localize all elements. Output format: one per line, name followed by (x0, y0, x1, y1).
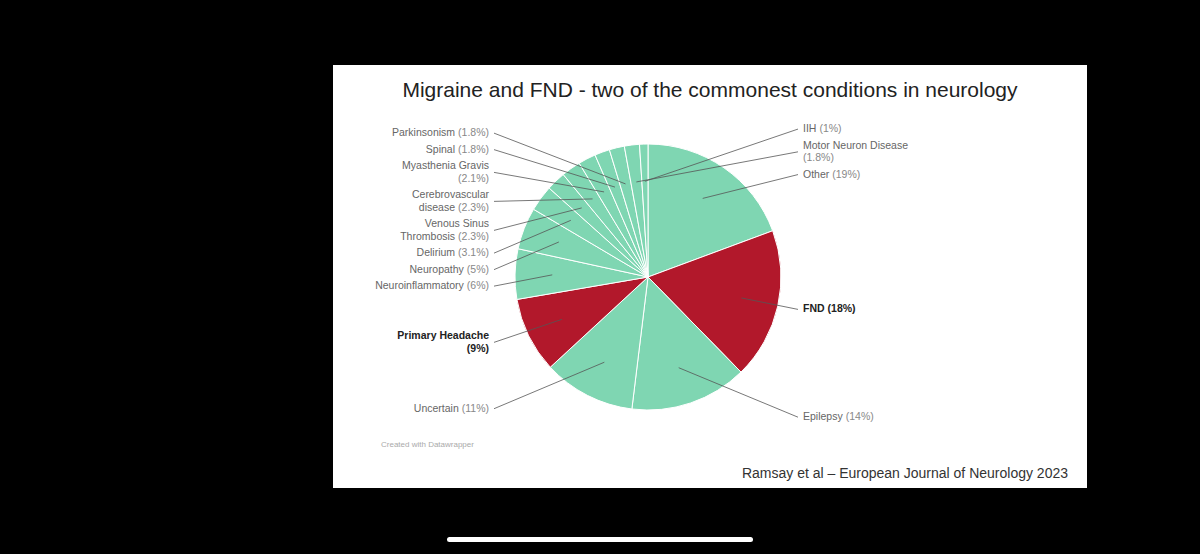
value-label: (2.3%) (458, 201, 489, 213)
slice-label: Uncertain(11%) (414, 402, 489, 414)
label-line: Motor Neuron Disease (803, 139, 908, 151)
slice-label: Cerebrovasculardisease(2.3%) (412, 188, 490, 213)
category-label: Primary Headache (397, 329, 489, 341)
credit: Created with Datawrapper (381, 440, 474, 449)
label-line: Cerebrovascular (412, 188, 490, 200)
category-label: Venous Sinus (425, 217, 489, 229)
label-line: Neuroinflammatory(6%) (375, 279, 489, 291)
chart-svg: Migraine and FND - two of the commonest … (0, 0, 1200, 554)
leader-line (645, 129, 798, 181)
label-line: (9%) (467, 342, 489, 354)
label-line: Epilepsy(14%) (803, 410, 874, 422)
slice-label: Neuroinflammatory(6%) (375, 279, 489, 291)
slice-label: Delirium(3.1%) (417, 246, 489, 258)
data-labels: Other(19%) FND(18%) Epilepsy(14%) Uncertain… (375, 122, 908, 422)
slice-label: Primary Headache(9%) (397, 329, 489, 354)
pie-slice (624, 144, 648, 277)
value-label: (5%) (467, 263, 489, 275)
title: Migraine and FND - two of the commonest … (402, 78, 1018, 101)
category-label: Spinal (426, 143, 455, 155)
value-label: (1%) (819, 122, 841, 134)
leader-line (494, 199, 593, 201)
category-label: Delirium (417, 246, 456, 258)
slice-label: FND(18%) (803, 302, 856, 314)
pie-slice (639, 144, 648, 277)
leader-line (741, 298, 798, 309)
slide (333, 65, 1087, 488)
label-line: Parkinsonism(1.8%) (392, 126, 489, 138)
value-label: (1.8%) (458, 143, 489, 155)
value-label: (6%) (467, 279, 489, 291)
leader-line (679, 368, 798, 417)
value-label: (11%) (462, 402, 489, 414)
value-label: (19%) (832, 168, 860, 180)
label-line: Spinal(1.8%) (426, 143, 489, 155)
label-line: Neuropathy(5%) (410, 263, 489, 275)
leader-line (494, 133, 626, 184)
label-line: Venous Sinus (425, 217, 489, 229)
leader-line (494, 275, 552, 286)
slice-label: Other(19%) (803, 168, 860, 180)
category-label: FND (803, 302, 825, 314)
slice-label: Parkinsonism(1.8%) (392, 126, 489, 138)
slice-label: Neuropathy(5%) (410, 263, 489, 275)
leader-line (494, 208, 582, 230)
category-label: IIH (803, 122, 816, 134)
slice-label: Epilepsy(14%) (803, 410, 874, 422)
background (0, 0, 1200, 554)
source: Ramsay et al – European Journal of Neuro… (742, 465, 1068, 481)
value-label: (18%) (828, 302, 856, 314)
home-indicator (447, 537, 753, 542)
value-label: (14%) (846, 410, 874, 422)
category-label: Parkinsonism (392, 126, 455, 138)
pie (515, 144, 781, 410)
value-label: (2.3%) (458, 230, 489, 242)
category-label: Myasthenia Gravis (402, 159, 489, 171)
label-line: Primary Headache (397, 329, 489, 341)
slice-label: Venous SinusThrombosis(2.3%) (400, 217, 489, 242)
category-label: disease (419, 201, 455, 213)
label-line: Thrombosis(2.3%) (400, 230, 489, 242)
value-label: (3.1%) (458, 246, 489, 258)
value-label: (1.8%) (458, 126, 489, 138)
category-label: Neuropathy (410, 263, 465, 275)
value-label: (9%) (467, 342, 489, 354)
label-line: Delirium(3.1%) (417, 246, 489, 258)
label-line: disease(2.3%) (419, 201, 489, 213)
category-label: Other (803, 168, 830, 180)
label-line: Myasthenia Gravis (402, 159, 489, 171)
category-label: Motor Neuron Disease (803, 139, 908, 151)
pie-slice (632, 277, 741, 410)
leader-line (494, 319, 562, 342)
value-label: (2.1%) (458, 172, 489, 184)
leader-line (494, 172, 604, 192)
leader-line (494, 220, 571, 253)
label-line: (1.8%) (803, 151, 834, 163)
label-line: (2.1%) (458, 172, 489, 184)
category-label: Uncertain (414, 402, 459, 414)
label-line: IIH(1%) (803, 122, 842, 134)
category-label: Neuroinflammatory (375, 279, 464, 291)
slice-label: Spinal(1.8%) (426, 143, 489, 155)
leader-line (494, 242, 559, 270)
category-label: Thrombosis (400, 230, 455, 242)
leader-line (494, 362, 604, 408)
slice-label: Myasthenia Gravis(2.1%) (402, 159, 489, 184)
label-line: Other(19%) (803, 168, 860, 180)
value-label: (1.8%) (803, 151, 834, 163)
slice-label: IIH(1%) (803, 122, 842, 134)
leader-line (703, 175, 798, 199)
leader-line (494, 150, 615, 187)
label-line: FND(18%) (803, 302, 856, 314)
label-line: Uncertain(11%) (414, 402, 489, 414)
slice-label: Motor Neuron Disease(1.8%) (803, 139, 908, 164)
category-label: Epilepsy (803, 410, 843, 422)
category-label: Cerebrovascular (412, 188, 490, 200)
